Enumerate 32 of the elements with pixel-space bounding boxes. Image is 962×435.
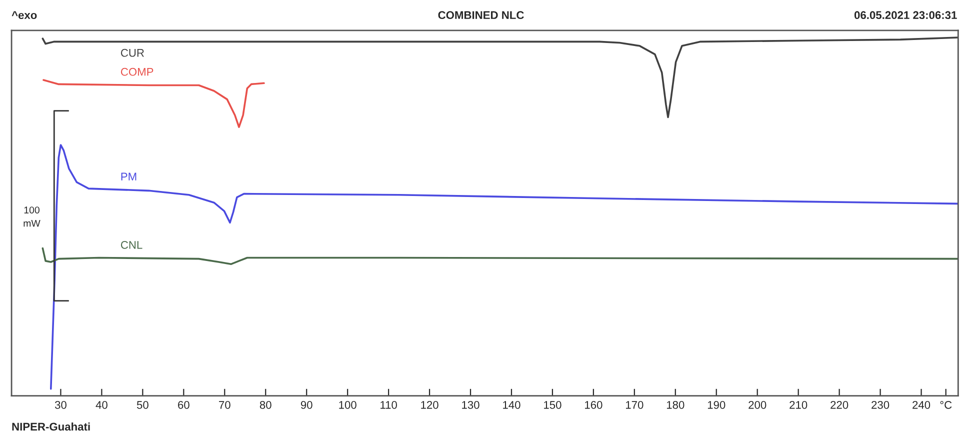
x-tick-label: 80	[260, 401, 272, 409]
text: NIPER-Guahati	[12, 422, 90, 431]
text: 06.05.2021 23:06:31	[854, 11, 957, 20]
x-tick-label: 170	[626, 401, 644, 409]
x-tick-label: 90	[300, 401, 312, 409]
x-tick-label: 230	[872, 401, 890, 409]
x-tick-label: 190	[708, 401, 726, 409]
x-tick-label: 40	[96, 401, 108, 409]
annotation: 100 mW	[24, 206, 40, 227]
x-tick-label: 50	[136, 401, 148, 409]
x-tick-label: 60	[178, 401, 190, 409]
x-tick-label: 70	[219, 401, 230, 409]
series-label: COMP	[120, 68, 154, 76]
x-tick-label: 100	[339, 401, 356, 409]
x-tick-label: 150	[544, 401, 562, 409]
x-tick-label: 180	[666, 401, 684, 409]
x-tick-label: 110	[380, 401, 397, 409]
chart-title: COMBINED NLC	[438, 11, 524, 20]
x-tick-label: 30	[54, 401, 66, 409]
text: ^exo	[12, 11, 37, 20]
x-tick-label: 140	[503, 401, 520, 409]
x-tick-label: 210	[790, 401, 808, 409]
x-tick-label: 240	[912, 401, 930, 409]
series-label: CUR	[120, 48, 144, 57]
x-tick-label: °C	[940, 401, 952, 409]
x-tick-label: 130	[462, 401, 480, 409]
x-tick-label: 120	[421, 401, 438, 409]
series-label: CNL	[120, 240, 142, 249]
x-tick-label: 200	[748, 401, 766, 409]
x-tick-label: 220	[830, 401, 848, 409]
x-tick-label: 160	[585, 401, 602, 409]
series-label: PM	[121, 172, 136, 180]
